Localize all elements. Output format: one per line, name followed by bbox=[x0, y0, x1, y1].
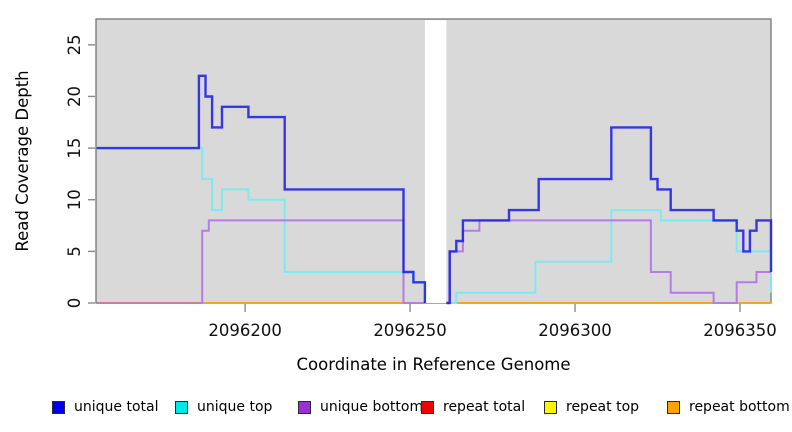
x-axis-title: Coordinate in Reference Genome bbox=[296, 355, 571, 374]
legend-swatch-unique-total bbox=[52, 400, 65, 414]
legend: unique total unique top unique bottom repea… bbox=[0, 396, 792, 422]
legend-swatch-repeat-top bbox=[544, 400, 557, 414]
series-unique-total bbox=[446, 126, 773, 305]
y-tick-label: 20 bbox=[65, 86, 84, 107]
legend-label: repeat top bbox=[566, 399, 640, 415]
x-tick-label: 2096200 bbox=[208, 321, 282, 340]
legend-swatch-unique-bottom bbox=[298, 400, 311, 414]
series-unique-total bbox=[96, 74, 427, 303]
x-tick-label: 2096250 bbox=[373, 321, 447, 340]
legend-item-repeat-top: repeat top bbox=[544, 396, 639, 418]
legend-item-unique-bottom: unique bottom bbox=[298, 396, 423, 418]
y-tick-label: 0 bbox=[65, 298, 84, 309]
legend-item-repeat-bottom: repeat bottom bbox=[667, 396, 790, 418]
legend-label: repeat bottom bbox=[689, 399, 790, 415]
legend-item-unique-total: unique total bbox=[52, 396, 158, 418]
legend-label: unique top bbox=[197, 399, 273, 415]
legend-swatch-repeat-total bbox=[421, 400, 434, 414]
legend-item-unique-top: unique top bbox=[175, 396, 272, 418]
legend-label: unique bottom bbox=[320, 399, 424, 415]
legend-swatch-repeat-bottom bbox=[667, 400, 680, 414]
legend-swatch-unique-top bbox=[175, 400, 188, 414]
y-tick-label: 15 bbox=[65, 138, 84, 159]
series-unique-top bbox=[446, 209, 772, 304]
y-tick-label: 25 bbox=[65, 34, 84, 55]
legend-item-repeat-total: repeat total bbox=[421, 396, 525, 418]
x-tick-label: 2096350 bbox=[703, 321, 777, 340]
y-tick-label: 10 bbox=[65, 189, 84, 210]
y-axis-title: Read Coverage Depth bbox=[13, 70, 32, 252]
legend-label: repeat total bbox=[443, 399, 526, 415]
y-tick-label: 5 bbox=[65, 246, 84, 257]
series-unique-bottom bbox=[446, 219, 771, 304]
coverage-gap bbox=[424, 20, 447, 303]
series-unique-bottom bbox=[198, 219, 425, 304]
x-tick-label: 2096300 bbox=[538, 321, 612, 340]
legend-label: unique total bbox=[74, 399, 159, 415]
